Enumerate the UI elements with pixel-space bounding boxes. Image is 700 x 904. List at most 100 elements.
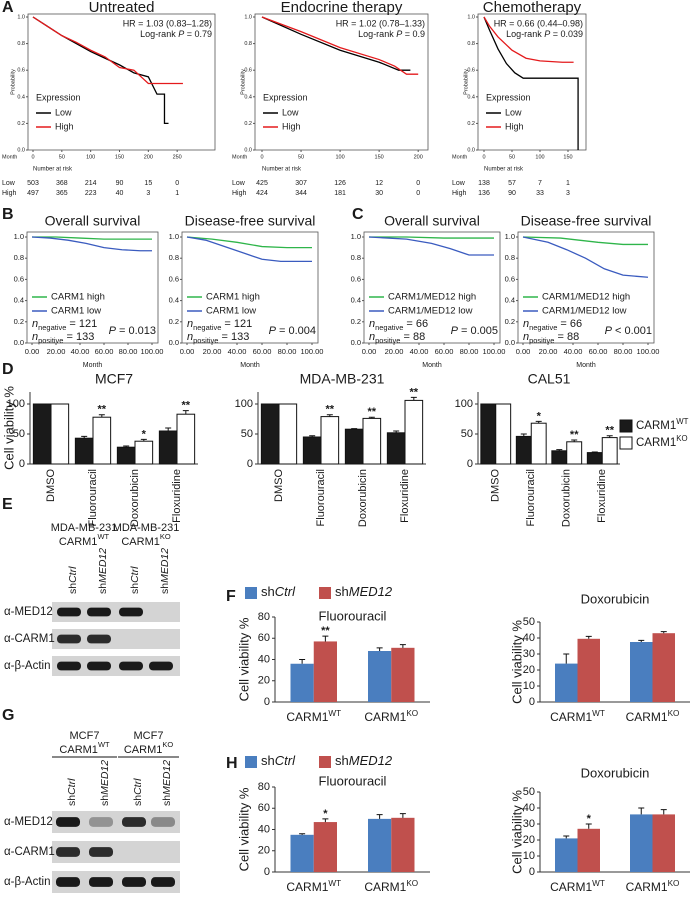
chart-title: Chemotherapy — [483, 0, 582, 16]
plot-frame — [181, 231, 319, 344]
error-bar — [376, 647, 383, 651]
text-part: = 66 — [557, 318, 582, 330]
annotation: HR = 1.02 (0.78–1.33) — [336, 18, 425, 28]
error-bar — [660, 809, 667, 815]
blot-strip — [52, 629, 180, 649]
panel-label: B — [2, 206, 14, 223]
survival-curve — [261, 16, 419, 75]
text-part: P — [269, 325, 277, 337]
text-part: WT — [98, 740, 110, 749]
bar — [386, 432, 406, 465]
legend-swatch — [319, 587, 331, 599]
y-tick-label: 50 — [461, 428, 473, 440]
row-label: α-CARM1 — [4, 633, 55, 645]
legend-label: High — [505, 121, 524, 131]
legend-label: High — [282, 121, 301, 131]
text-part: n — [187, 318, 193, 330]
text-part: n — [32, 318, 38, 330]
text-part: P — [109, 325, 117, 337]
y-tick-label: 0.8 — [17, 41, 25, 47]
error-bar — [399, 644, 406, 648]
risk-value: 3 — [146, 190, 150, 197]
x-tick-label: Fluorouracil — [87, 469, 99, 526]
x-tick-label: 40.00 — [228, 347, 247, 356]
y-tick-label: 0.6 — [505, 274, 515, 283]
annotation: nnegative = 66 — [369, 318, 428, 333]
bar — [480, 403, 497, 465]
group-label: CARM1WT — [59, 740, 110, 755]
text-part: Ctrl — [67, 566, 79, 583]
survival-curve — [369, 236, 494, 239]
text-part: sh — [261, 584, 275, 599]
y-tick-label: 50 — [523, 616, 535, 628]
annotation: HR = 0.66 (0.44–0.98) — [494, 18, 583, 28]
y-tick-label: 100 — [235, 398, 253, 410]
text-part: = 0.005 — [458, 325, 498, 337]
y-tick-label: 1.0 — [169, 232, 179, 241]
legend-label: CARM1/MED12 high — [542, 292, 630, 303]
x-tick-label: CARM1KO — [364, 879, 418, 895]
y-tick-label: 1.0 — [17, 14, 25, 20]
text-part: MED12 — [159, 548, 171, 583]
x-tick-label: 60.00 — [589, 347, 608, 356]
blot-strip — [52, 602, 180, 622]
text-part: WT — [328, 709, 341, 718]
risk-value: 1 — [566, 180, 570, 187]
text-part: = 0.039 — [550, 29, 583, 39]
band — [122, 877, 146, 887]
text-part: KO — [668, 879, 680, 888]
x-tick-label: 150 — [375, 154, 384, 160]
plot-frame — [517, 231, 655, 344]
bar — [391, 817, 415, 872]
group-label: CARM1KO — [124, 740, 173, 755]
x-tick-label: Fluorouracil — [315, 469, 327, 526]
error-bar — [326, 414, 333, 417]
risk-value: 1 — [175, 190, 179, 197]
x-tick-label: 40.00 — [71, 347, 90, 356]
x-tick-label: CARM1WT — [286, 879, 341, 895]
risk-value: 40 — [116, 190, 124, 197]
y-tick-label: 50 — [523, 786, 535, 798]
y-tick-label: 0.8 — [351, 253, 361, 262]
error-bar — [563, 835, 570, 839]
text-part: n — [32, 331, 38, 343]
y-axis-label: Probability — [240, 69, 246, 95]
text-part: negative — [193, 323, 221, 332]
y-axis-label: Cell viability % — [509, 620, 524, 704]
x-tick-label: DMSO — [45, 469, 57, 502]
legend-label: Low — [55, 107, 72, 117]
chart-title: MDA-MB-231 — [300, 371, 385, 387]
row-label: α-MED12 — [4, 606, 53, 618]
text-part: P — [544, 29, 550, 39]
y-tick-label: 0.4 — [467, 94, 475, 100]
x-tick-label: 50 — [298, 154, 304, 160]
y-tick-label: 0.2 — [351, 317, 361, 326]
bar — [566, 441, 583, 465]
text-part: = 121 — [66, 318, 97, 330]
text-part: CARM1 — [636, 437, 676, 449]
y-tick-label: 0.4 — [351, 296, 361, 305]
text-part: KO — [160, 532, 171, 541]
bar — [368, 818, 392, 872]
annotation: Log-rank P = 0.9 — [358, 29, 425, 39]
x-tick-label: 20.00 — [47, 347, 66, 356]
band — [151, 877, 175, 887]
text-part: WT — [592, 879, 605, 888]
x-tick-label: 40.00 — [564, 347, 583, 356]
significance: ** — [570, 429, 579, 441]
y-tick-label: 0.0 — [17, 147, 25, 153]
error-bar — [309, 435, 316, 437]
significance: * — [323, 808, 328, 820]
legend-label: shCtrl — [261, 753, 296, 768]
survival-curve — [186, 236, 312, 263]
lane-label: shCtrl — [129, 566, 141, 594]
band — [119, 607, 143, 617]
annotation: npositive = 88 — [523, 331, 579, 346]
y-tick-label: 0.0 — [14, 338, 24, 347]
error-bar — [399, 813, 406, 818]
text-part: negative — [375, 323, 403, 332]
y-axis-label: Cell viability % — [236, 787, 251, 871]
legend-swatch — [319, 756, 331, 768]
annotation: nnegative = 66 — [523, 318, 582, 333]
annotation: Log-rank P = 0.79 — [140, 29, 212, 39]
